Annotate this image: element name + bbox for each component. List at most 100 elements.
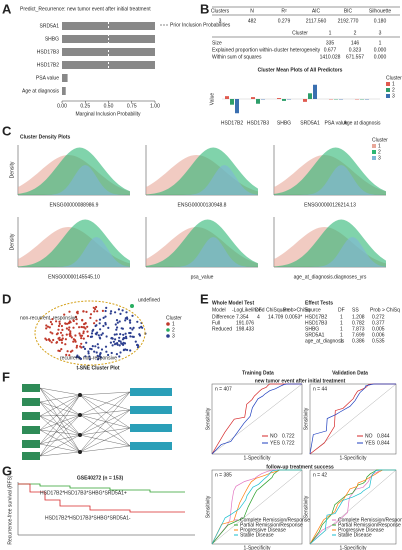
curve-label: HSD17B2*HSD17B3*SHBG*SRD5A1- xyxy=(45,515,131,521)
legend: 2 xyxy=(172,327,175,333)
tsne-point xyxy=(118,336,121,339)
tsne-point xyxy=(111,344,114,347)
tsne-point xyxy=(67,322,70,325)
edge xyxy=(39,387,81,416)
table-head: R² xyxy=(281,8,287,14)
tsne-point xyxy=(128,331,131,335)
legend-swatch xyxy=(372,144,376,148)
node xyxy=(130,388,172,396)
table-head: Model xyxy=(212,307,226,313)
legend: Partial Remission/Response xyxy=(240,522,303,528)
tsne-point xyxy=(110,310,113,313)
node xyxy=(130,442,172,450)
category-label: Age at diagnosis xyxy=(344,120,381,126)
tsne-point xyxy=(82,345,85,348)
legend-swatch xyxy=(386,94,390,98)
table-cell: 7.354 xyxy=(236,314,249,320)
tsne-point xyxy=(100,348,104,351)
tsne-point xyxy=(69,330,72,333)
tsne-point xyxy=(50,323,54,326)
tsne-point xyxy=(68,320,71,323)
table-cell: Full xyxy=(212,320,220,326)
tsne-point xyxy=(92,328,95,331)
tsne-point xyxy=(120,327,123,330)
tsne-point xyxy=(102,324,105,328)
edge xyxy=(39,451,81,457)
tsne-point xyxy=(82,332,85,335)
tsne-point xyxy=(104,345,108,348)
axis-label: ENSG00000130948.8 xyxy=(178,202,227,208)
node xyxy=(22,426,40,434)
node xyxy=(22,412,40,420)
tsne-point xyxy=(65,327,68,330)
tsne-point xyxy=(109,312,112,315)
edge xyxy=(79,414,131,447)
table-cell: 2192.770 xyxy=(338,18,359,24)
tsne-point xyxy=(105,350,108,353)
plot-title: follow-up treatment success xyxy=(266,464,334,470)
plot-title: Cluster Mean Plots of All Predictors xyxy=(258,67,343,73)
table-cell: 191.076 xyxy=(236,320,254,326)
legend: 0.722 xyxy=(282,433,295,439)
tsne-point xyxy=(113,333,116,336)
annotation: recurrent, non-responsive xyxy=(60,355,117,361)
cluster-bar xyxy=(282,99,286,101)
tsne-point xyxy=(92,306,95,309)
tsne-point xyxy=(89,313,93,316)
tsne-point xyxy=(79,345,82,348)
legend: 0.722 xyxy=(282,440,295,446)
tick-label: 1.00 xyxy=(150,103,160,109)
tsne-point xyxy=(122,348,126,351)
tsne-point xyxy=(48,326,51,329)
tsne-point xyxy=(56,332,59,335)
panel-label: B xyxy=(200,1,209,16)
tsne-point xyxy=(126,348,129,352)
tsne-point xyxy=(107,326,110,329)
tsne-point xyxy=(72,326,75,329)
tsne-point xyxy=(95,351,98,354)
tsne-point xyxy=(116,321,119,324)
tsne-point xyxy=(110,351,113,355)
tsne-point xyxy=(129,319,132,322)
table-cell: Reduced xyxy=(212,326,232,332)
tsne-point xyxy=(72,319,75,322)
tsne-point xyxy=(82,337,85,340)
edge xyxy=(39,414,81,457)
edge xyxy=(39,415,81,453)
tsne-point xyxy=(121,309,124,312)
edge xyxy=(79,394,131,429)
tsne-point xyxy=(129,349,132,352)
density-curve xyxy=(274,165,386,195)
category-label: SHBG xyxy=(277,120,291,126)
tsne-point xyxy=(96,331,99,334)
legend: 2 xyxy=(378,149,381,155)
axis-label: Sensitivity xyxy=(303,495,309,518)
tsne-point xyxy=(101,332,104,335)
edge xyxy=(79,414,131,429)
table-cell: SHBG xyxy=(305,326,319,332)
tsne-point xyxy=(58,322,61,325)
legend: Stable Disease xyxy=(338,532,372,538)
tsne-point xyxy=(97,334,100,337)
bar xyxy=(62,48,155,56)
tsne-point xyxy=(79,334,83,337)
legend-swatch xyxy=(372,156,376,160)
tsne-point xyxy=(112,340,115,343)
category-label: SHBG xyxy=(45,36,59,42)
tsne-point xyxy=(84,327,87,330)
cluster-bar xyxy=(313,84,317,99)
tsne-point xyxy=(115,333,118,336)
node xyxy=(22,452,40,460)
tsne-point xyxy=(51,318,54,321)
panel-label: E xyxy=(200,291,209,306)
table-cell: 1 xyxy=(329,30,332,36)
tsne-point xyxy=(64,322,67,325)
tsne-point xyxy=(89,316,92,319)
table-head: Source xyxy=(305,307,321,313)
legend: Complete Remission/Response xyxy=(338,517,402,523)
km-curve xyxy=(18,483,185,513)
tsne-point xyxy=(119,340,122,343)
tsne-point xyxy=(130,304,134,308)
tsne-point xyxy=(75,344,79,347)
